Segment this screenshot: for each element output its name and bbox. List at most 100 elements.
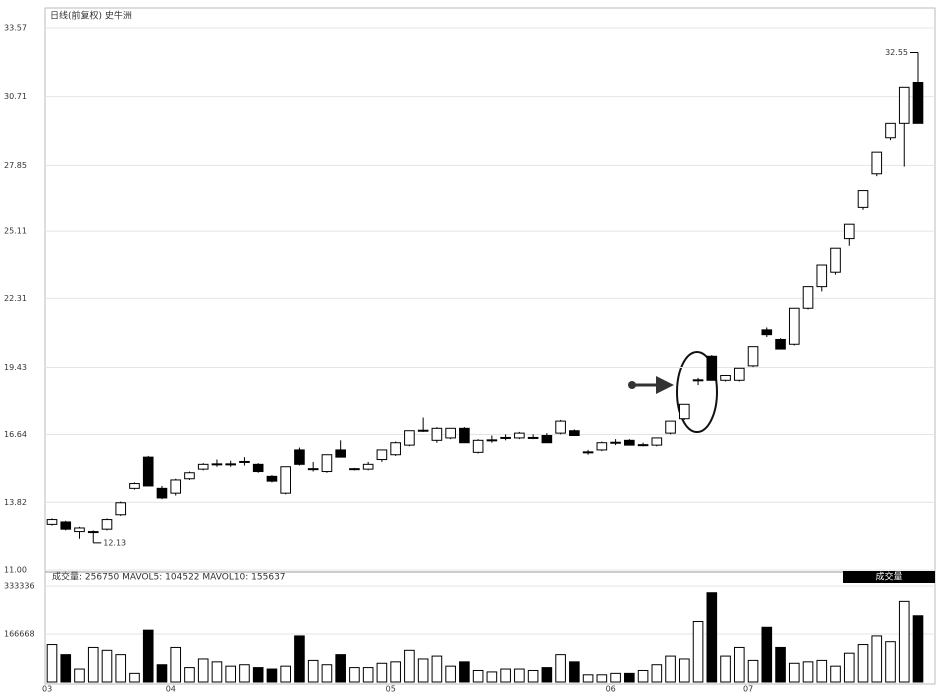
candle-body (170, 479, 182, 494)
arrow (628, 376, 674, 394)
volume-bar (101, 649, 113, 683)
volume-bar (761, 626, 773, 683)
candle-body (665, 420, 676, 434)
volume-bar (307, 659, 319, 683)
candle-body (142, 456, 154, 487)
candle-body (445, 427, 456, 439)
candle-body (349, 468, 360, 471)
x-tick-label: 05 (386, 685, 396, 694)
chart-title: 日线(前复权) 史牛洲 (50, 10, 132, 22)
volume-bar (816, 659, 828, 683)
candle-body (307, 468, 319, 471)
candle-body (816, 264, 828, 288)
volume-bar (857, 644, 869, 683)
volume-badge: 成交量 (875, 571, 902, 583)
volume-bar (665, 655, 676, 683)
volume-bar (555, 654, 566, 683)
volume-bar (500, 668, 511, 683)
candle-body (871, 151, 883, 175)
candle-body (802, 286, 814, 309)
y-tick-label: 27.85 (4, 161, 27, 170)
volume-bar (349, 667, 360, 683)
candle-body (376, 449, 388, 461)
candle-body (775, 338, 786, 350)
candle-body (404, 430, 415, 446)
candle-body (280, 466, 291, 494)
candle-body (610, 441, 621, 444)
volume-bar (885, 641, 896, 683)
candle-body (637, 444, 649, 447)
candle-body (651, 437, 663, 446)
volume-bar (747, 659, 759, 683)
candle-body (706, 355, 718, 381)
candle-body (87, 531, 99, 534)
highlight-ellipse (676, 351, 718, 433)
candle-body (74, 527, 85, 533)
volume-bar (788, 662, 800, 683)
volume-bar (404, 649, 415, 683)
candle-body (211, 463, 223, 466)
volume-bar (211, 661, 223, 683)
y-tick-label: 19.43 (4, 363, 27, 372)
candle-body (335, 449, 346, 458)
x-tick-label: 03 (42, 685, 52, 694)
candle-body (527, 436, 539, 439)
x-tick-label: 04 (166, 685, 176, 694)
volume-bar (610, 672, 621, 683)
volume-bar (706, 592, 718, 683)
volume-legend: 成交量: 256750 MAVOL5: 104522 MAVOL10: 1556… (52, 571, 286, 583)
candle-body (885, 122, 896, 139)
candle-body (761, 329, 773, 336)
candle-body (541, 435, 553, 444)
volume-bar (692, 621, 704, 683)
candle-body (733, 367, 745, 381)
volume-tick-label: 166668 (4, 630, 35, 639)
candle-body (624, 439, 635, 446)
volume-bar (362, 667, 374, 683)
volume-bar (733, 646, 745, 683)
low-label: 12.13 (103, 538, 126, 547)
volume-bar (335, 654, 346, 683)
volume-bar (431, 655, 443, 683)
candle-body (156, 487, 168, 499)
volume-bar (129, 672, 140, 683)
candle-body (679, 403, 690, 420)
volume-bar (252, 667, 264, 683)
volume-bar (184, 667, 195, 683)
volume-bar (651, 664, 663, 683)
volume-bar (541, 667, 553, 683)
volume-bar (775, 646, 786, 683)
candle-body (582, 451, 594, 454)
y-tick-label: 16.64 (4, 430, 27, 439)
volume-bar (376, 662, 388, 683)
volume-bar (514, 668, 525, 683)
volume-bar (912, 615, 924, 683)
volume-bar (170, 646, 182, 683)
volume-bar (582, 674, 594, 683)
frame (44, 7, 936, 685)
y-tick-label: 30.71 (4, 92, 27, 101)
volume-bar (445, 665, 456, 683)
volume-bar (197, 658, 209, 683)
candle-body (898, 86, 910, 124)
volume-bar (472, 669, 484, 683)
y-tick-label: 13.82 (4, 498, 27, 507)
volume-bar (115, 654, 127, 683)
volume-bar (46, 644, 58, 683)
candle-body (46, 519, 58, 525)
candle-body (115, 502, 127, 516)
candle-body (266, 475, 278, 482)
volume-bar (142, 629, 154, 683)
y-tick-label: 11.00 (4, 566, 27, 575)
volume-bar (156, 664, 168, 683)
volume-bar (87, 646, 99, 683)
candle-body (843, 223, 855, 240)
candle-body (747, 346, 759, 367)
candle-body (390, 442, 401, 456)
volume-bar (74, 668, 85, 683)
volume-bar (294, 635, 305, 683)
volume-bar (390, 661, 401, 683)
candle-body (555, 420, 566, 434)
volume-bar (266, 668, 278, 683)
